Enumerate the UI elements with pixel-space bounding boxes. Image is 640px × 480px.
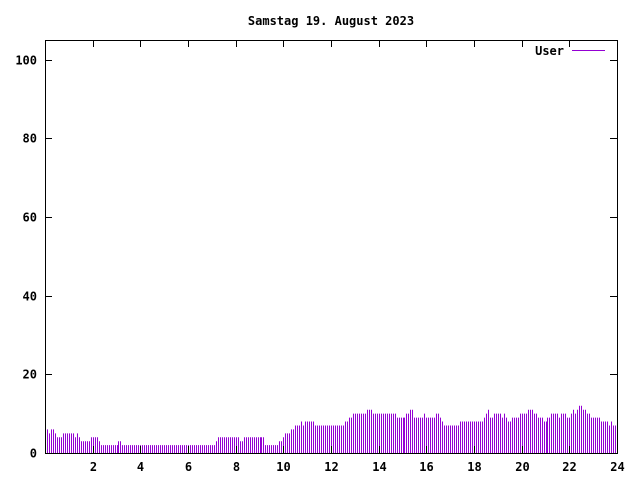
y-tick-label: 80 [23,132,37,146]
x-tick-label: 2 [90,460,97,474]
x-tick-label: 16 [419,460,433,474]
plot-frame [45,40,618,454]
y-tick-label: 60 [23,211,37,225]
legend-label-user: User [535,44,564,58]
x-tick-label: 4 [137,460,144,474]
x-tick-label: 6 [185,460,192,474]
x-axis: 2 4 6 8 10 12 14 16 18 20 22 24 [90,40,625,474]
chart-title: Samstag 19. August 2023 [248,14,414,28]
x-tick-label: 22 [562,460,576,474]
x-tick-label: 18 [467,460,481,474]
x-tick-label: 14 [372,460,386,474]
x-tick-label: 20 [515,460,529,474]
y-axis: 0 20 40 60 80 100 [15,54,617,461]
bar-series-user [45,405,616,453]
x-tick-label: 12 [324,460,338,474]
x-tick-label: 10 [276,460,290,474]
y-tick-label: 100 [15,54,37,68]
y-tick-label: 0 [30,447,37,461]
y-tick-label: 40 [23,290,37,304]
legend: User [535,44,605,58]
y-tick-label: 20 [23,368,37,382]
x-tick-label: 8 [233,460,240,474]
x-tick-label: 24 [610,460,624,474]
